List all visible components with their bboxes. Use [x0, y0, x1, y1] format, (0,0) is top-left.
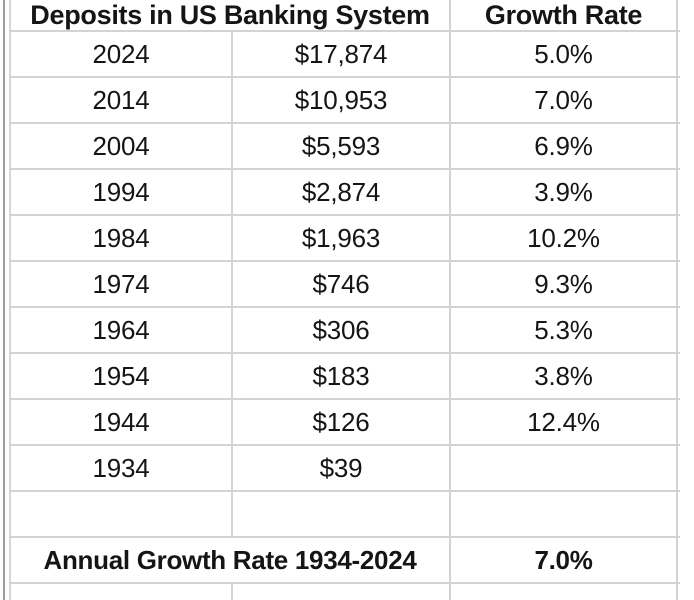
summary-row: Annual Growth Rate 1934-2024 7.0%: [11, 538, 680, 584]
header-deposits-title: Deposits in US Banking System: [11, 0, 451, 30]
deposits-cell: $39: [233, 446, 451, 490]
table-row: 1964 $306 5.3%: [11, 308, 680, 354]
table-row: 2014 $10,953 7.0%: [11, 78, 680, 124]
growth-cell: 3.8%: [451, 354, 678, 398]
summary-value: 7.0%: [451, 538, 678, 582]
table-row: 1934 $39: [11, 446, 680, 492]
year-cell: 2004: [11, 124, 233, 168]
table-row: 2024 $17,874 5.0%: [11, 32, 680, 78]
year-cell: 2024: [11, 32, 233, 76]
table-row: 1994 $2,874 3.9%: [11, 170, 680, 216]
growth-cell: 5.0%: [451, 32, 678, 76]
deposits-cell: $183: [233, 354, 451, 398]
year-cell: 1934: [11, 446, 233, 490]
year-cell: 1994: [11, 170, 233, 214]
growth-cell: 6.9%: [451, 124, 678, 168]
deposits-cell: $2,874: [233, 170, 451, 214]
left-edge-divider: [3, 0, 5, 600]
empty-cell: [233, 584, 451, 600]
deposits-cell: $126: [233, 400, 451, 444]
growth-cell: 5.3%: [451, 308, 678, 352]
growth-cell: [451, 446, 678, 490]
empty-cell: [11, 492, 233, 536]
partial-bottom-row: [11, 584, 680, 600]
deposits-table: Deposits in US Banking System Growth Rat…: [9, 0, 680, 600]
growth-cell: 10.2%: [451, 216, 678, 260]
deposits-cell: $746: [233, 262, 451, 306]
growth-cell: 12.4%: [451, 400, 678, 444]
growth-cell: 7.0%: [451, 78, 678, 122]
table-row: 1944 $126 12.4%: [11, 400, 680, 446]
year-cell: 1944: [11, 400, 233, 444]
year-cell: 1984: [11, 216, 233, 260]
empty-cell: [11, 584, 233, 600]
summary-label: Annual Growth Rate 1934-2024: [11, 538, 451, 582]
growth-cell: 3.9%: [451, 170, 678, 214]
empty-cell: [451, 492, 678, 536]
year-cell: 2014: [11, 78, 233, 122]
deposits-cell: $306: [233, 308, 451, 352]
deposits-cell: $1,963: [233, 216, 451, 260]
growth-cell: 9.3%: [451, 262, 678, 306]
header-growth-rate: Growth Rate: [451, 0, 678, 30]
year-cell: 1974: [11, 262, 233, 306]
empty-row: [11, 492, 680, 538]
year-cell: 1964: [11, 308, 233, 352]
table-row: 1974 $746 9.3%: [11, 262, 680, 308]
deposits-cell: $10,953: [233, 78, 451, 122]
deposits-cell: $17,874: [233, 32, 451, 76]
year-cell: 1954: [11, 354, 233, 398]
table-row: 2004 $5,593 6.9%: [11, 124, 680, 170]
empty-cell: [451, 584, 678, 600]
table-header-row: Deposits in US Banking System Growth Rat…: [11, 0, 680, 32]
table-row: 1954 $183 3.8%: [11, 354, 680, 400]
table-row: 1984 $1,963 10.2%: [11, 216, 680, 262]
empty-cell: [233, 492, 451, 536]
deposits-cell: $5,593: [233, 124, 451, 168]
